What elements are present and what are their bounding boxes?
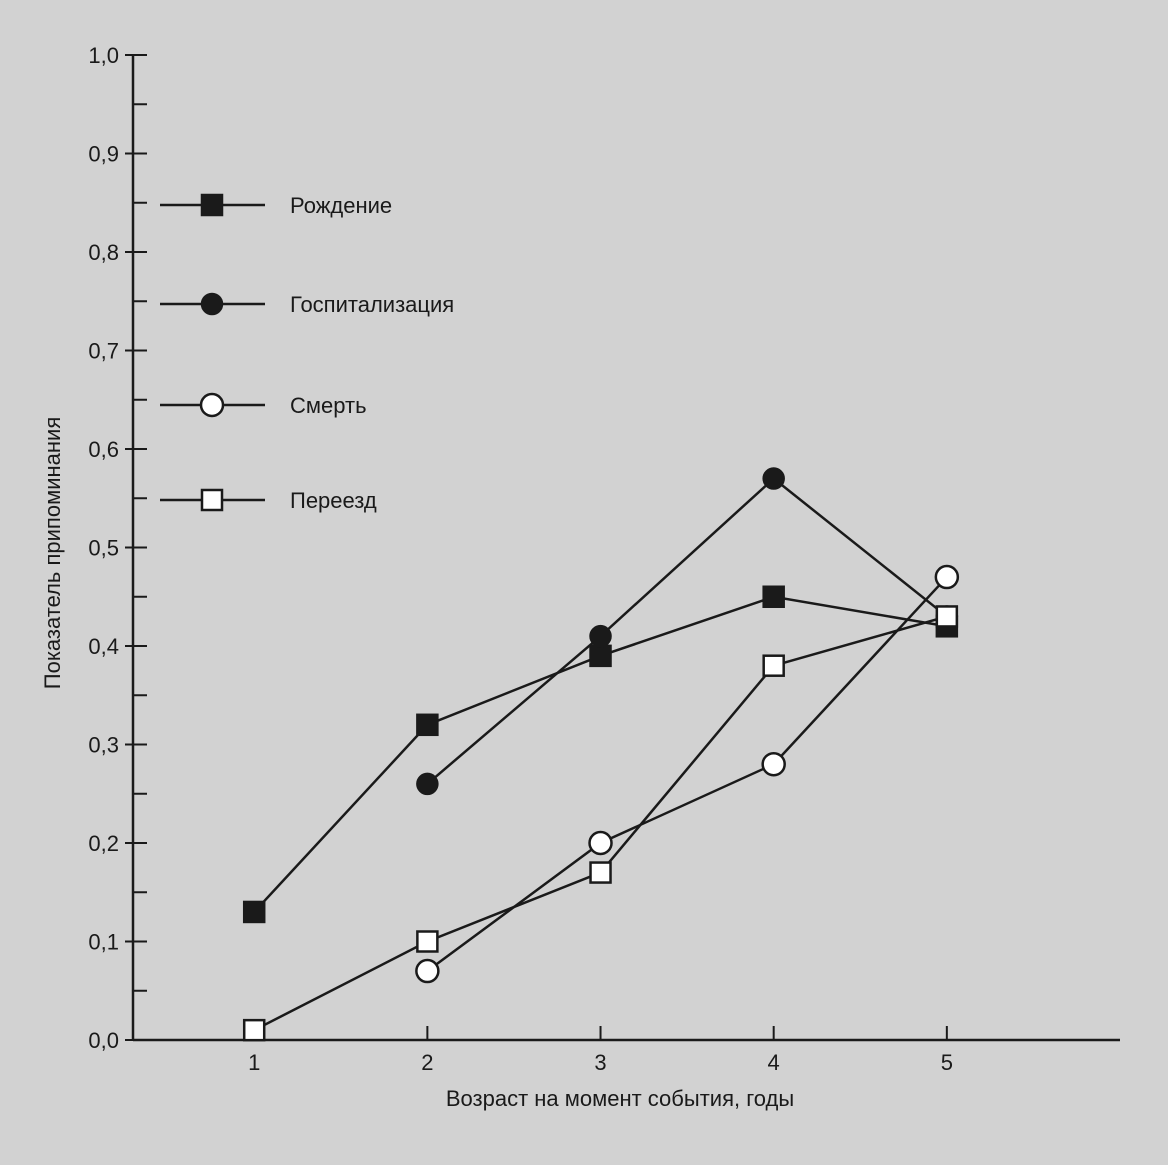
data-point-relocation [416,930,439,953]
y-tick-label: 0,1 [88,930,119,955]
legend-marker-hospitalization [200,292,224,316]
data-point-hospitalization [589,624,612,648]
y-tick-label: 0,7 [88,339,119,364]
data-point-death [415,958,440,984]
y-axis-label: Показатель припоминания [40,417,65,689]
data-point-birth [589,644,612,668]
data-point-relocation [589,861,612,884]
legend-label-hospitalization: Госпитализация [290,292,454,317]
y-tick-label: 0,5 [88,536,119,561]
data-point-death [588,830,613,856]
legend-label-birth: Рождение [290,193,392,218]
data-point-relocation [242,1018,266,1042]
x-tick-label: 2 [421,1050,433,1075]
x-axis-label: Возраст на момент события, годы [446,1086,794,1111]
legend-marker-birth [200,193,224,217]
data-point-relocation [762,654,785,677]
y-tick-label: 0,9 [88,142,119,167]
y-tick-label: 1,0 [88,43,119,68]
x-tick-label: 5 [941,1050,953,1075]
legend-marker-relocation [200,488,224,512]
series-lines [253,476,948,1032]
legend-marker-death [199,392,225,418]
data-point-birth [762,585,785,608]
y-tick-label: 0,4 [88,634,119,659]
y-tick-label: 0,6 [88,437,119,462]
y-tick-label: 0,2 [88,831,119,856]
data-point-death [934,564,960,590]
x-tick-label: 1 [248,1050,260,1075]
legend-label-death: Смерть [290,393,367,418]
legend-label-relocation: Переезд [290,488,377,513]
series-line-death [426,576,948,973]
x-tick-label: 4 [768,1050,780,1075]
axes: 0,0 0,1 0,2 0,3 0,4 0,5 0,6 0,7 0,8 0,9 1,0 1 2 3 4 5 [88,43,1120,1075]
data-point-birth [242,900,266,924]
y-tick-label: 0,8 [88,240,119,265]
data-point-hospitalization [416,772,439,796]
series-line-hospitalization [426,476,948,785]
x-tick-label: 3 [594,1050,606,1075]
data-point-death [761,751,786,777]
y-tick-label: 0,0 [88,1028,119,1053]
series-line-relocation [253,615,948,1032]
y-tick-label: 0,3 [88,733,119,758]
legend: Рождение Госпитализация Смерть Переезд [160,193,454,513]
data-point-hospitalization [762,467,785,490]
series-markers [242,467,960,1042]
data-point-relocation [935,605,959,628]
data-point-birth [416,713,439,737]
